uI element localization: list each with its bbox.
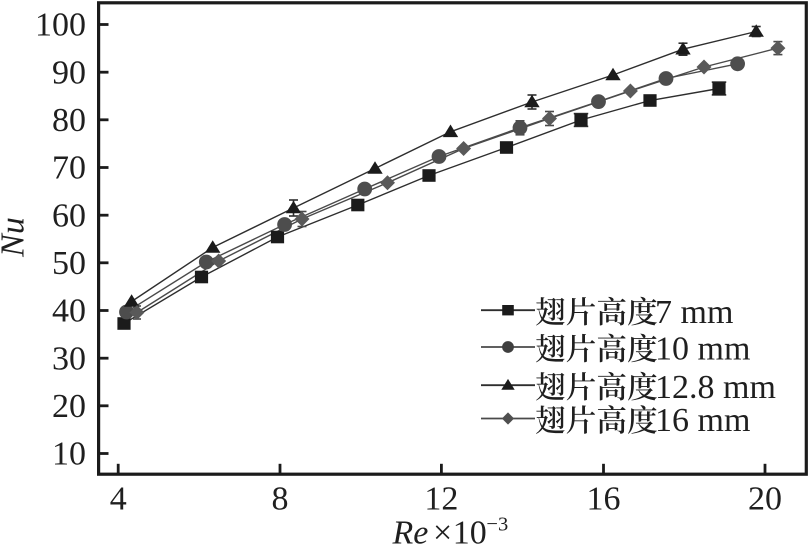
svg-text:70: 70 <box>52 150 86 187</box>
svg-text:20: 20 <box>748 481 782 518</box>
svg-text:90: 90 <box>52 54 86 91</box>
svg-text:4: 4 <box>110 481 127 518</box>
svg-text:40: 40 <box>52 293 86 330</box>
svg-text:12.8 mm: 12.8 mm <box>655 369 776 406</box>
svg-text:30: 30 <box>52 340 86 377</box>
svg-text:10 mm: 10 mm <box>655 331 750 368</box>
svg-text:50: 50 <box>52 245 86 282</box>
svg-text:60: 60 <box>52 197 86 234</box>
svg-text:12: 12 <box>424 481 458 518</box>
svg-text:10: 10 <box>52 436 86 473</box>
svg-text:100: 100 <box>35 7 86 44</box>
svg-text:16 mm: 16 mm <box>655 402 750 439</box>
svg-text:Re×10−3: Re ×10−3 <box>392 514 509 546</box>
svg-text:8: 8 <box>272 481 289 518</box>
svg-text:7 mm: 7 mm <box>655 294 733 331</box>
svg-text:Nu: Nu <box>0 217 32 258</box>
svg-text:20: 20 <box>52 388 86 425</box>
svg-text:16: 16 <box>587 481 621 518</box>
svg-text:80: 80 <box>52 102 86 139</box>
